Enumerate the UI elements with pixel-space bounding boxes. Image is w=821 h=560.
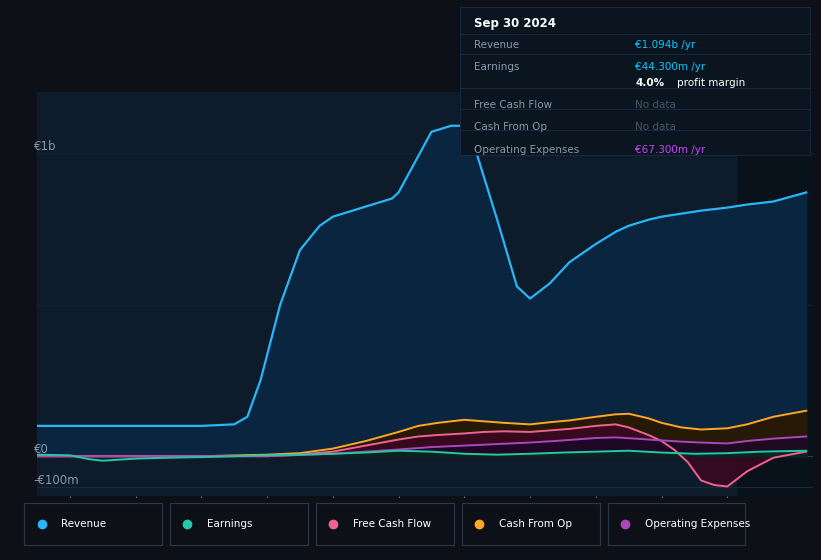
Bar [737, 92, 813, 496]
Text: Cash From Op: Cash From Op [474, 123, 547, 133]
Text: -€100m: -€100m [34, 474, 80, 487]
Bar [170, 503, 308, 545]
Text: €1.094b /yr: €1.094b /yr [635, 40, 695, 49]
Text: Earnings: Earnings [474, 62, 520, 72]
Text: Operating Expenses: Operating Expenses [474, 144, 580, 155]
Text: Revenue: Revenue [474, 40, 519, 49]
Text: Operating Expenses: Operating Expenses [644, 519, 750, 529]
Text: €67.300m /yr: €67.300m /yr [635, 144, 705, 155]
Text: Sep 30 2024: Sep 30 2024 [474, 17, 556, 30]
Text: Earnings: Earnings [207, 519, 253, 529]
Text: Cash From Op: Cash From Op [499, 519, 571, 529]
Text: €44.300m /yr: €44.300m /yr [635, 62, 705, 72]
Text: profit margin: profit margin [677, 78, 745, 88]
Text: Revenue: Revenue [62, 519, 107, 529]
Bar [25, 503, 163, 545]
Bar [608, 503, 745, 545]
Bar [316, 503, 454, 545]
Text: Free Cash Flow: Free Cash Flow [353, 519, 431, 529]
Text: Free Cash Flow: Free Cash Flow [474, 100, 553, 110]
Text: 4.0%: 4.0% [635, 78, 664, 88]
Text: €1b: €1b [34, 140, 56, 153]
Text: No data: No data [635, 100, 676, 110]
Text: No data: No data [635, 123, 676, 133]
Text: €0: €0 [34, 443, 48, 456]
Bar [461, 503, 599, 545]
